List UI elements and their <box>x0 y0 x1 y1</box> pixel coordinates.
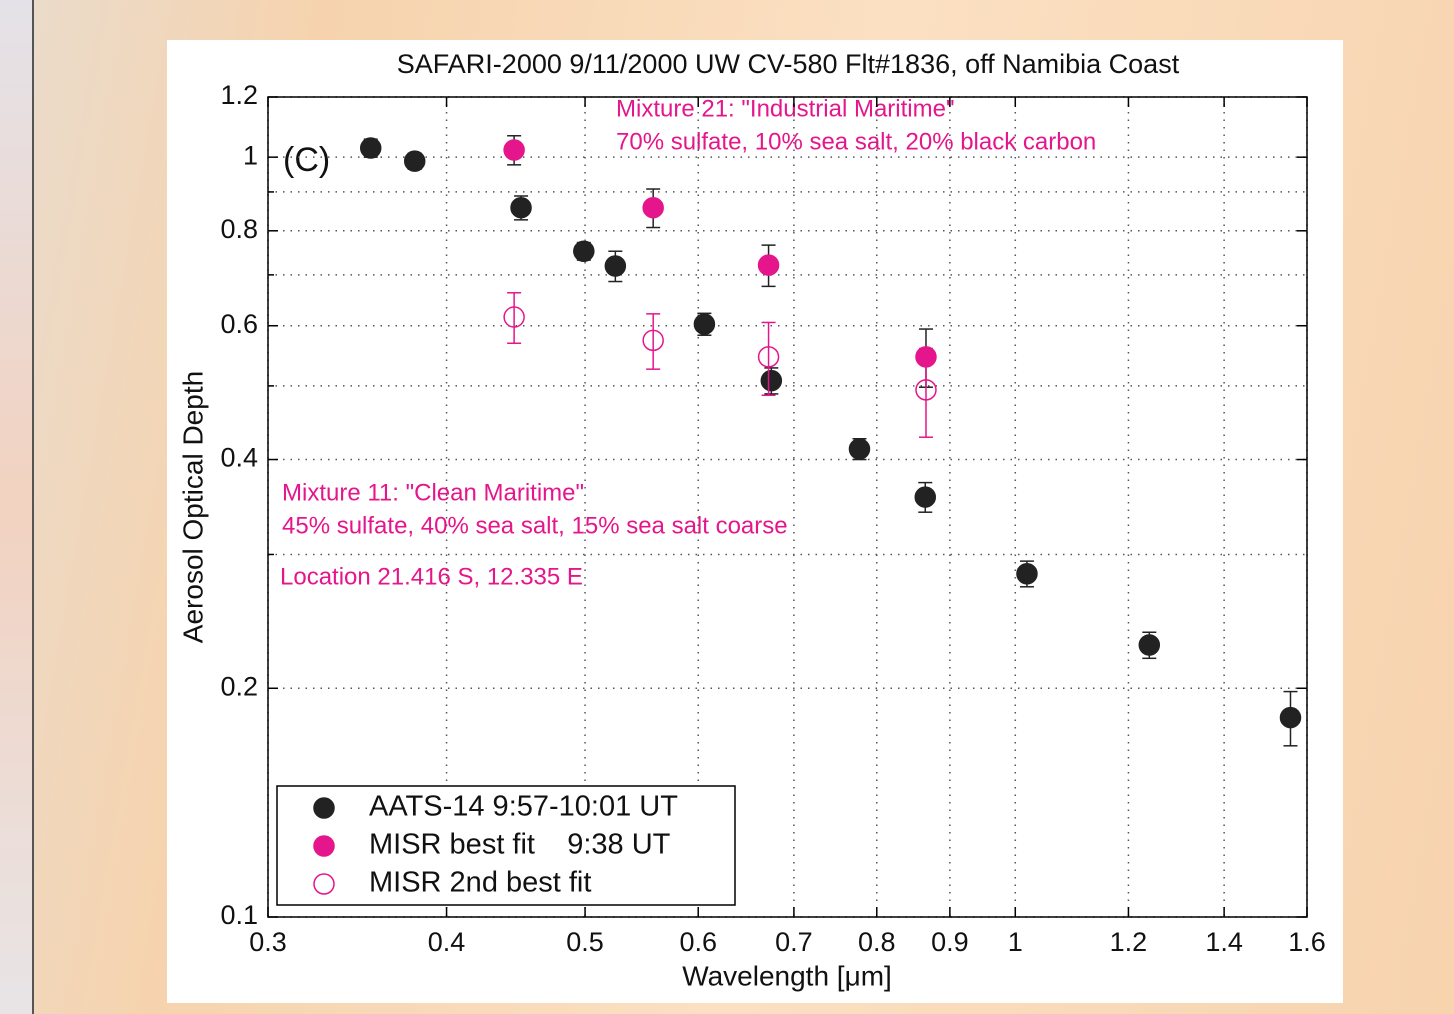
annotation: Location 21.416 S, 12.335 E <box>280 563 583 590</box>
x-axis-label: Wavelength [μm] <box>682 960 892 991</box>
point <box>914 486 937 508</box>
x-tick-label: 0.8 <box>858 927 896 957</box>
x-tick-label: 0.7 <box>775 927 813 957</box>
point <box>1016 562 1038 585</box>
point <box>757 254 780 276</box>
x-tick-label: 0.4 <box>428 927 466 957</box>
point <box>915 379 937 401</box>
error-bar <box>507 292 522 344</box>
panel-label: (C) <box>283 141 330 179</box>
point <box>757 346 780 368</box>
x-tick-label: 1.4 <box>1205 927 1243 957</box>
y-tick-label: 1.2 <box>220 80 258 110</box>
annotation: 70% sulfate, 10% sea salt, 20% black car… <box>616 128 1096 155</box>
point <box>403 150 426 172</box>
plot-frame <box>267 96 1308 918</box>
y-tick-label: 0.6 <box>220 309 258 339</box>
annotation: Mixture 21: "Industrial Maritime" <box>616 95 954 122</box>
annotation: Mixture 11: "Clean Maritime" <box>282 479 584 506</box>
point <box>573 240 595 262</box>
legend-label: MISR 2nd best fit <box>369 867 591 899</box>
legend-box <box>276 785 736 906</box>
error-bar <box>918 347 933 438</box>
error-bar <box>761 321 776 397</box>
y-tick-label: 1 <box>243 140 258 170</box>
x-tick-label: 0.9 <box>931 927 969 957</box>
point <box>760 369 783 392</box>
y-tick-label: 0.8 <box>220 214 258 244</box>
error-bar <box>646 313 661 370</box>
x-tick-label: 1.2 <box>1110 927 1148 957</box>
y-tick-label: 0.2 <box>220 671 258 701</box>
x-tick-label: 0.3 <box>249 927 287 957</box>
plot-area <box>268 97 1307 917</box>
annotation: 45% sulfate, 40% sea salt, 15% sea salt … <box>282 512 788 539</box>
x-tick-label: 0.6 <box>679 927 717 957</box>
point <box>848 438 871 460</box>
y-tick-label: 0.1 <box>220 900 258 930</box>
point <box>642 329 664 352</box>
legend-marker <box>313 797 335 819</box>
y-axis-label: Aerosol Optical Depth <box>177 371 208 643</box>
point <box>604 255 627 277</box>
point <box>1279 706 1302 729</box>
point <box>642 196 664 219</box>
legend-label: AATS-14 9:57-10:01 UT <box>369 791 678 823</box>
x-tick-label: 1.6 <box>1288 927 1326 957</box>
point <box>359 137 382 159</box>
x-tick-label: 1 <box>1008 927 1023 957</box>
point <box>693 313 716 335</box>
chart-title: SAFARI-2000 9/11/2000 UW CV-580 Flt#1836… <box>397 49 1180 79</box>
point <box>503 139 525 161</box>
point <box>1138 634 1161 656</box>
point <box>510 196 532 219</box>
x-tick-label: 0.5 <box>566 927 604 957</box>
legend-marker <box>313 835 335 857</box>
legend-label: MISR best fit 9:38 UT <box>369 829 671 861</box>
side-strip <box>0 0 34 1014</box>
point <box>503 306 525 328</box>
y-tick-label: 0.4 <box>220 443 258 473</box>
legend-marker <box>313 873 335 895</box>
